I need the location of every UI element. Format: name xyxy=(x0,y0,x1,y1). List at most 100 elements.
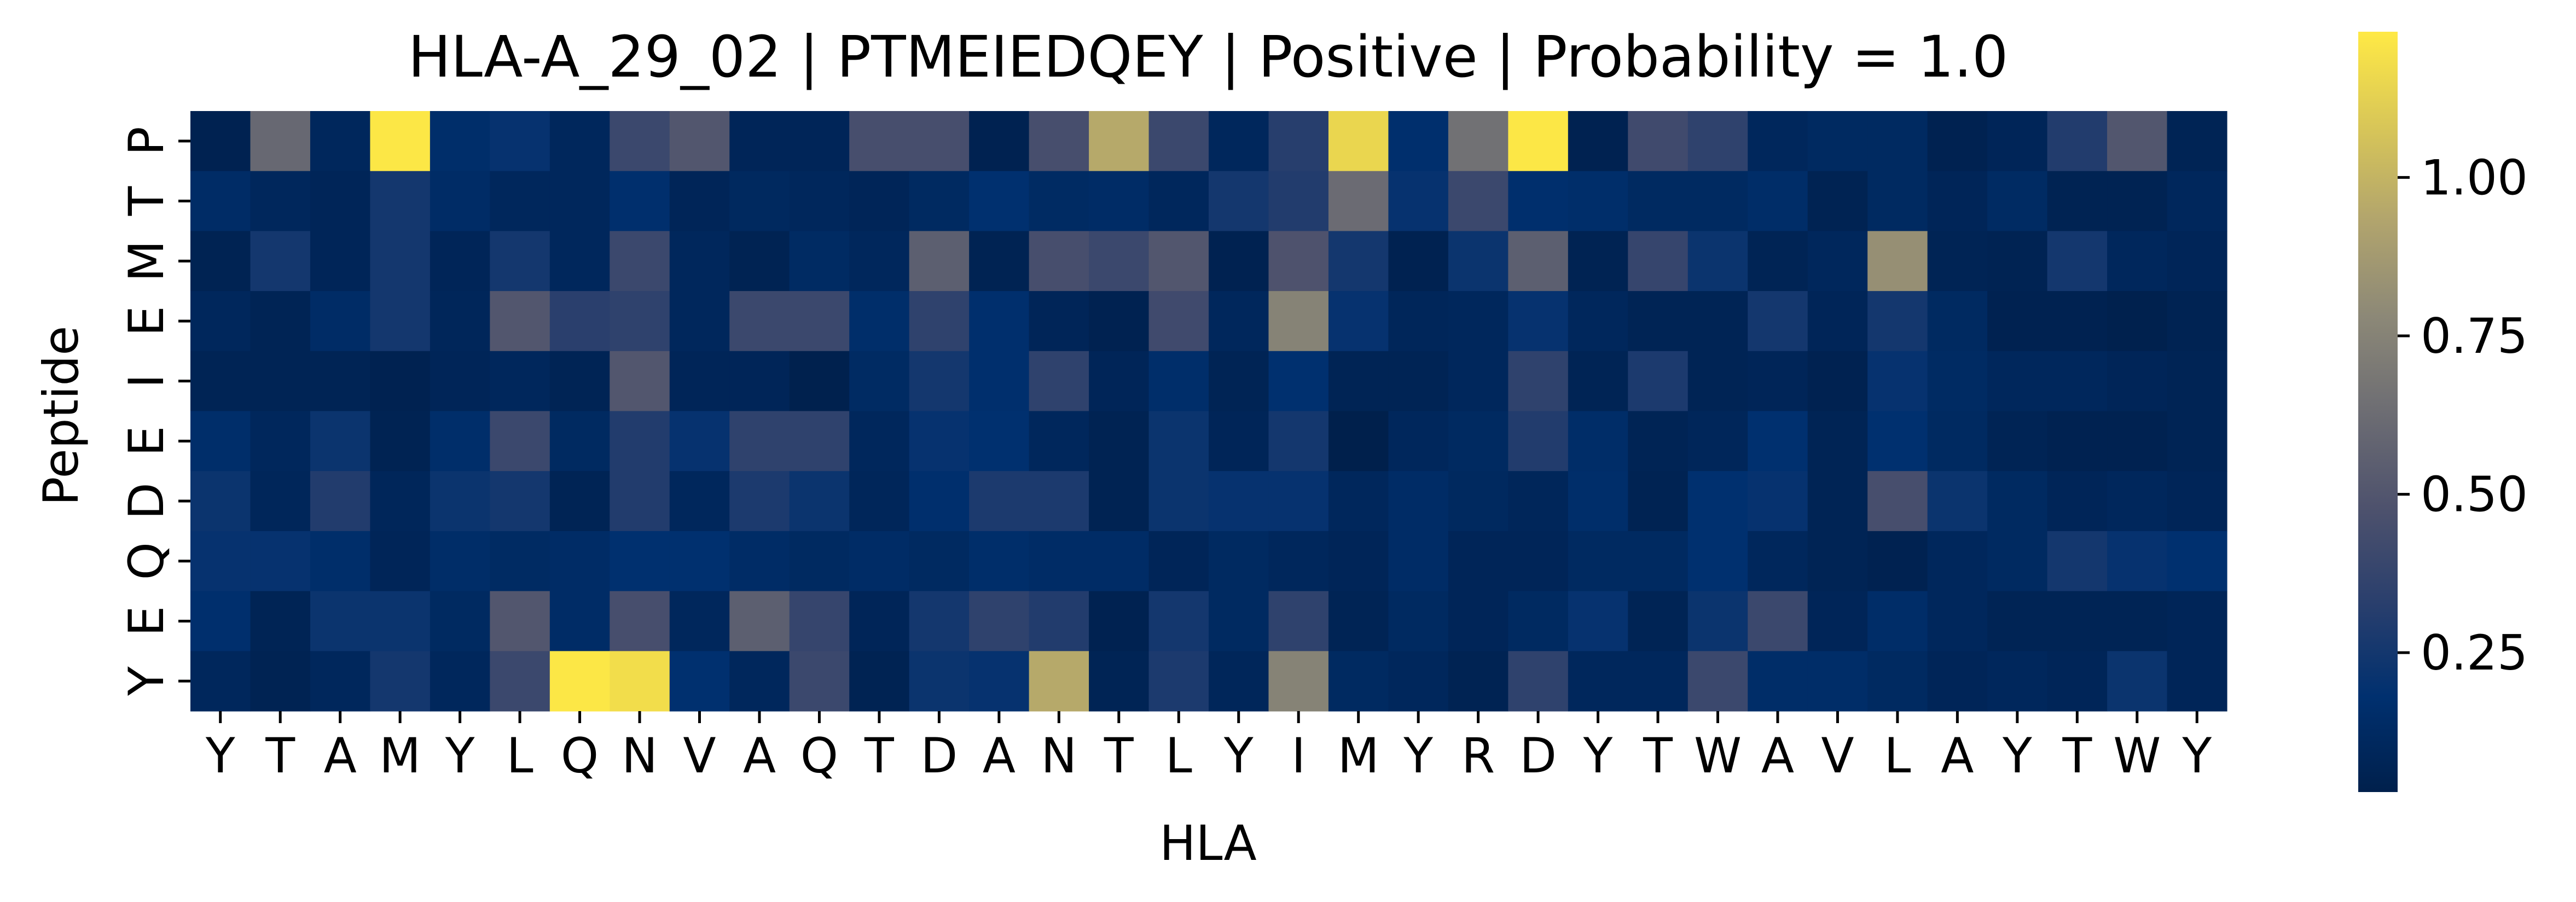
heatmap-cell xyxy=(1328,111,1389,172)
heatmap-cell xyxy=(1448,111,1509,172)
heatmap-cell xyxy=(370,531,431,592)
x-tick-label: T xyxy=(1104,728,1134,784)
heatmap-cell xyxy=(729,351,790,412)
heatmap-cell xyxy=(1268,471,1329,532)
heatmap-cell xyxy=(969,591,1030,651)
heatmap-cell xyxy=(1687,411,1748,472)
heatmap-cell xyxy=(1987,531,2048,592)
heatmap-cell xyxy=(2167,651,2227,712)
heatmap-cell xyxy=(549,291,610,352)
colorbar xyxy=(2358,32,2398,792)
x-tick-label: N xyxy=(1041,728,1077,784)
x-tick-label: W xyxy=(2113,728,2161,784)
colorbar-tick-label: 1.00 xyxy=(2421,149,2528,206)
x-tick-label: T xyxy=(2062,728,2092,784)
x-tick-label: V xyxy=(1821,728,1854,784)
heatmap-cell xyxy=(250,531,311,592)
x-tick-label: L xyxy=(507,728,533,784)
heatmap-cell xyxy=(909,111,970,172)
heatmap-cell xyxy=(370,111,431,172)
heatmap-cell xyxy=(1867,531,1928,592)
heatmap-cell xyxy=(1628,411,1689,472)
colorbar-ticks: 0.25 0.50 0.75 1.00 xyxy=(2398,149,2528,681)
heatmap-cell xyxy=(1687,291,1748,352)
heatmap-cell xyxy=(1628,531,1689,592)
heatmap-cell xyxy=(1568,411,1628,472)
heatmap-cell xyxy=(310,651,371,712)
heatmap-cell xyxy=(969,651,1030,712)
heatmap-cell xyxy=(669,411,730,472)
heatmap-cell xyxy=(1148,591,1209,651)
y-tick-label: M xyxy=(118,240,175,282)
heatmap-cell xyxy=(250,111,311,172)
heatmap-cell xyxy=(1987,411,2048,472)
heatmap-cell xyxy=(2107,531,2168,592)
x-tick-label: D xyxy=(1519,728,1557,784)
heatmap-cell xyxy=(2047,411,2108,472)
heatmap-cell xyxy=(729,291,790,352)
heatmap-cell xyxy=(2047,231,2108,292)
heatmap-cell xyxy=(549,351,610,412)
x-tick-label: Y xyxy=(1583,728,1613,784)
heatmap-cell xyxy=(1148,471,1209,532)
heatmap-cell xyxy=(1687,111,1748,172)
heatmap-cell xyxy=(250,351,311,412)
heatmap-cell xyxy=(1089,591,1150,651)
heatmap-cell xyxy=(190,351,251,412)
heatmap-cell xyxy=(1328,411,1389,472)
heatmap-cell xyxy=(310,291,371,352)
heatmap-cell xyxy=(1089,651,1150,712)
heatmap-cell xyxy=(370,351,431,412)
heatmap-cell xyxy=(1628,111,1689,172)
heatmap-cell xyxy=(1388,351,1449,412)
heatmap-cell xyxy=(1328,651,1389,712)
x-tick-label: R xyxy=(1461,728,1495,784)
y-tick-label: D xyxy=(118,482,175,520)
heatmap-cell xyxy=(969,171,1030,231)
heatmap-cell xyxy=(2107,591,2168,651)
heatmap-cell xyxy=(789,111,850,172)
heatmap-cell xyxy=(729,111,790,172)
heatmap-cell xyxy=(430,531,490,592)
heatmap-cell xyxy=(430,291,490,352)
heatmap-cell xyxy=(1867,231,1928,292)
heatmap-cell xyxy=(1927,411,1988,472)
heatmap-cell xyxy=(1089,111,1150,172)
heatmap-cell xyxy=(1089,171,1150,231)
x-tick-label: I xyxy=(1291,728,1306,784)
heatmap-cell xyxy=(1209,591,1269,651)
heatmap-cell xyxy=(1268,411,1329,472)
heatmap-cell xyxy=(849,591,910,651)
heatmap-cell xyxy=(1089,231,1150,292)
x-tick-label: A xyxy=(983,728,1016,784)
heatmap-cell xyxy=(1568,651,1628,712)
heatmap-cell xyxy=(1748,591,1808,651)
heatmap-cell xyxy=(1029,591,1089,651)
heatmap-cell xyxy=(310,471,371,532)
heatmap-cell xyxy=(1029,351,1089,412)
heatmap-cell xyxy=(1628,471,1689,532)
heatmap-cell xyxy=(969,291,1030,352)
x-axis-label: HLA xyxy=(1159,815,1256,871)
heatmap-cell xyxy=(1029,411,1089,472)
heatmap-cell xyxy=(1388,171,1449,231)
heatmap-cell xyxy=(1748,651,1808,712)
heatmap-cell xyxy=(1867,351,1928,412)
heatmap-cell xyxy=(1807,531,1868,592)
heatmap-cell xyxy=(2107,651,2168,712)
x-tick-label: Y xyxy=(2002,728,2032,784)
heatmap-cell xyxy=(430,471,490,532)
heatmap-cell xyxy=(729,471,790,532)
x-tick-label: N xyxy=(622,728,658,784)
heatmap-cell xyxy=(1568,531,1628,592)
heatmap-cell xyxy=(1388,591,1449,651)
heatmap-cell xyxy=(1268,651,1329,712)
heatmap-cell xyxy=(250,231,311,292)
heatmap-cell xyxy=(2107,291,2168,352)
heatmap-cell xyxy=(1748,111,1808,172)
heatmap-cell xyxy=(909,651,970,712)
heatmap-cell xyxy=(2167,231,2227,292)
heatmap-cell xyxy=(549,171,610,231)
x-tick-label: T xyxy=(265,728,295,784)
heatmap-cell xyxy=(729,171,790,231)
